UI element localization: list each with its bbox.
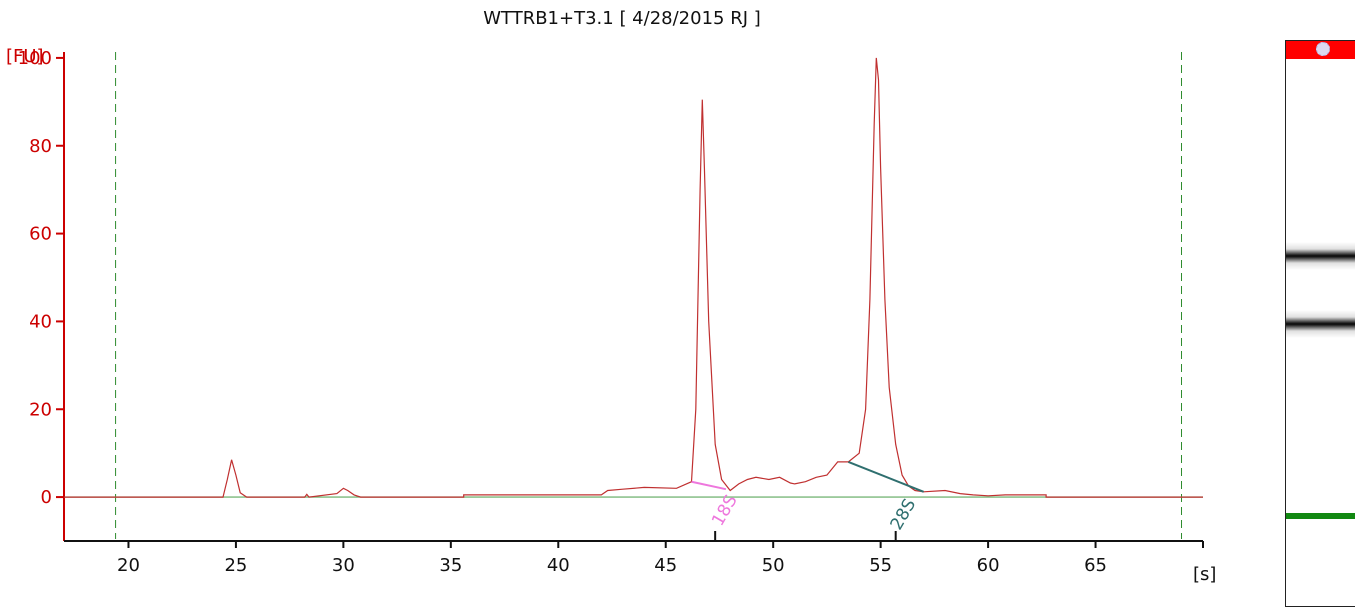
peak-28s-label: 28S xyxy=(887,495,921,533)
gel-lane-image xyxy=(1285,40,1355,607)
x-tick-label: 35 xyxy=(439,555,462,576)
peak-18s-integration-line xyxy=(691,480,727,491)
y-tick-label: 20 xyxy=(29,399,52,420)
y-axis-label: [FU] xyxy=(6,46,44,67)
y-tick-label: 0 xyxy=(41,487,52,508)
lane-marker-icon xyxy=(1316,42,1330,56)
x-tick-label: 25 xyxy=(224,555,247,576)
fluorescence-trace xyxy=(64,57,1203,498)
peak-28s-integration-line xyxy=(848,461,924,493)
x-tick-label: 40 xyxy=(547,555,570,576)
x-tick-label: 20 xyxy=(117,555,140,576)
chart-title: WTTRB1+T3.1 [ 4/28/2015 RJ ] xyxy=(483,8,761,29)
y-tick-label: 60 xyxy=(29,224,52,245)
x-axis-label: [s] xyxy=(1193,564,1216,585)
x-tick-label: 50 xyxy=(762,555,785,576)
x-tick-label: 60 xyxy=(977,555,1000,576)
y-tick-label: 40 xyxy=(29,311,52,332)
x-tick-label: 65 xyxy=(1084,555,1107,576)
x-tick-label: 55 xyxy=(869,555,892,576)
x-tick-label: 45 xyxy=(654,555,677,576)
x-tick-label: 30 xyxy=(332,555,355,576)
y-tick-label: 80 xyxy=(29,136,52,157)
gel-band-lower-marker xyxy=(1286,513,1355,519)
y-tick-label: 100 xyxy=(18,48,52,69)
gel-band-28s xyxy=(1286,242,1355,270)
gel-band-18s xyxy=(1286,310,1355,338)
gel-lane-header xyxy=(1286,41,1355,59)
electropherogram-chart: WTTRB1+T3.1 [ 4/28/2015 RJ ] [FU] [s] 0 2… xyxy=(6,8,1216,585)
